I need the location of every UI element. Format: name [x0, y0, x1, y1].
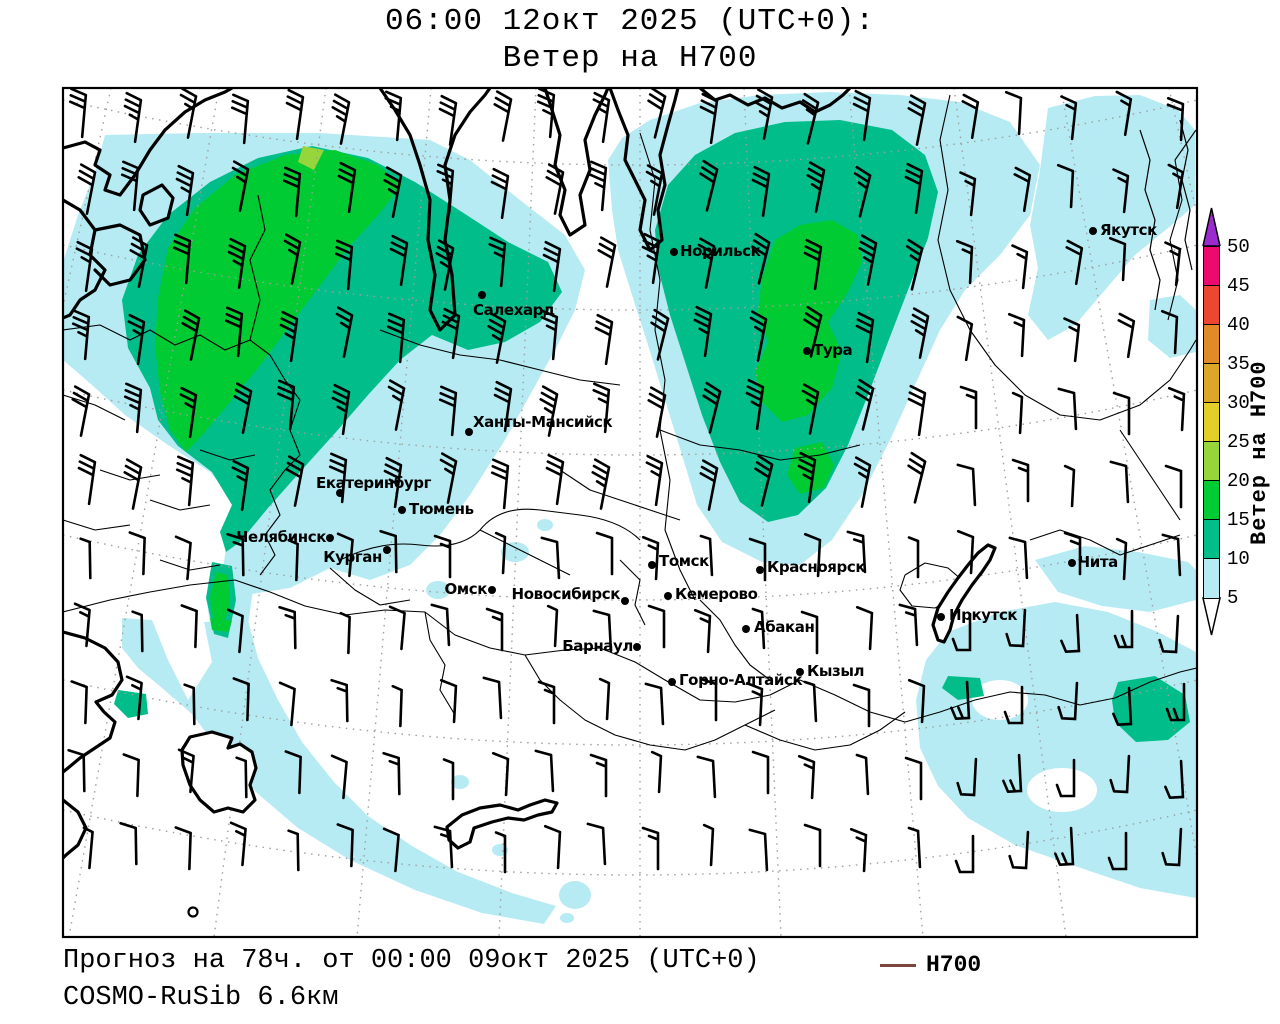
city-label: Иркутск [949, 606, 1018, 624]
map-frame [61, 86, 1199, 939]
city-dot [668, 678, 676, 686]
colorbar-cell [1203, 324, 1220, 365]
colorbar-cell [1203, 246, 1220, 287]
city-label: Якутск [1100, 221, 1157, 239]
colorbar-tick: 5 [1227, 587, 1239, 609]
city-dot [336, 489, 344, 497]
shade-15-20 [155, 150, 862, 632]
city-label: Челябинск [236, 528, 326, 546]
colorbar-cell [1203, 363, 1220, 404]
colorbar-tick: 35 [1227, 353, 1250, 375]
colorbar-tick: 10 [1227, 548, 1250, 570]
city-label: Новосибирск [511, 585, 621, 603]
city-label: Красноярск [767, 558, 866, 576]
city-label: Норильск [680, 242, 761, 260]
shade-20-25 [298, 146, 324, 170]
h700-legend: H700 [880, 952, 981, 978]
city-label: Курган [323, 548, 382, 566]
city-label: Тура [813, 341, 853, 359]
city-dot [326, 534, 334, 542]
city-dot [383, 546, 391, 554]
city-label: Чита [1078, 553, 1118, 571]
city-dot [937, 613, 945, 621]
city-dot [648, 561, 656, 569]
city-label: Омск [444, 580, 488, 598]
wind-barb-layer [67, 89, 1186, 874]
city-dot [621, 597, 629, 605]
colorbar-tick: 20 [1227, 470, 1250, 492]
colorbar-tick: 30 [1227, 392, 1250, 414]
page-title: 06:00 12окт 2025 (UTC+0): Ветер на H700 [63, 4, 1197, 76]
colorbar-cell [1203, 402, 1220, 443]
colorbar-title: Ветер на H700 [1247, 360, 1272, 545]
city-label: Тюмень [409, 500, 474, 518]
city-dot [633, 643, 641, 651]
city-label: Томск [659, 552, 709, 570]
city-label: Абакан [754, 618, 815, 636]
city-dot [756, 566, 764, 574]
city-dot [742, 625, 750, 633]
city-dot [465, 428, 473, 436]
colorbar-tick: 15 [1227, 509, 1250, 531]
colorbar-tick: 25 [1227, 431, 1250, 453]
colorbar-cell [1203, 285, 1220, 326]
city-label: Ханты-Мансийск [473, 413, 613, 431]
colorbar-cell [1203, 519, 1220, 560]
colorbar-cell [1203, 480, 1220, 521]
model-info: COSMO-RuSib 6.6км [63, 983, 339, 1013]
colorbar-cell [1203, 558, 1220, 599]
city-dot [664, 592, 672, 600]
colorbar-tick: 45 [1227, 275, 1250, 297]
city-dot [1089, 227, 1097, 235]
city-dot [803, 347, 811, 355]
city-dot [398, 506, 406, 514]
city-dot [1068, 559, 1076, 567]
city-label: Кызыл [807, 662, 865, 680]
colorbar-tick: 40 [1227, 314, 1250, 336]
city-dot [796, 668, 804, 676]
city-dot [478, 291, 486, 299]
colorbar-cell [1203, 441, 1220, 482]
city-label: Салехард [473, 301, 555, 319]
city-label: Екатеринбург [316, 474, 432, 492]
border-layer [64, 94, 1196, 751]
city-label: Барнаул [562, 637, 633, 655]
forecast-info: Прогноз на 78ч. от 00:00 09окт 2025 (UTC… [63, 946, 760, 976]
title-parameter: Ветер на H700 [502, 41, 758, 76]
shade-holes [972, 680, 1097, 812]
colorbar-over-arrow [1202, 207, 1221, 246]
city-label: Горно-Алтайск [679, 671, 803, 689]
city-label: Кемерово [675, 585, 758, 603]
city-dot [670, 248, 678, 256]
h700-legend-line [880, 963, 916, 967]
title-datetime: 06:00 12окт 2025 (UTC+0): [384, 4, 876, 39]
city-dot [488, 586, 496, 594]
river-layer [1139, 119, 1193, 311]
h700-legend-label: H700 [926, 952, 982, 978]
colorbar-tick: 50 [1227, 236, 1250, 258]
